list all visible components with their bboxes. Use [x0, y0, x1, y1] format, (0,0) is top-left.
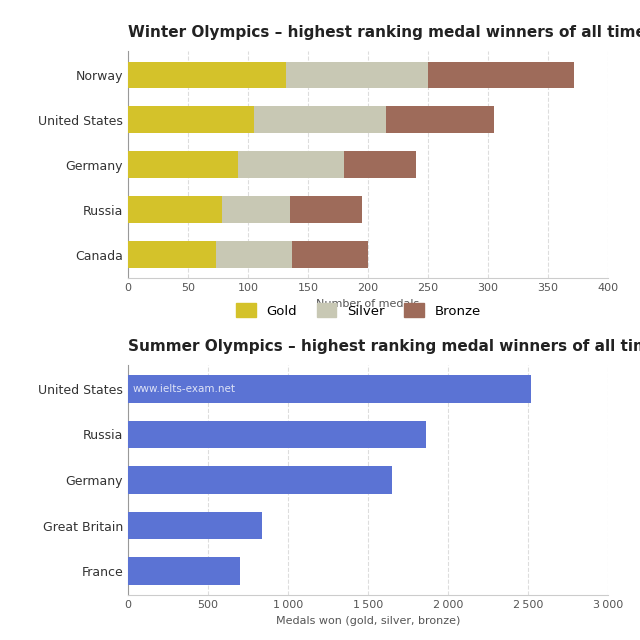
Bar: [290, 196, 362, 223]
Legend: Gold, Silver, Bronze: Gold, Silver, Bronze: [236, 303, 481, 317]
Bar: [254, 106, 386, 133]
Text: www.ielts-exam.net: www.ielts-exam.net: [134, 70, 237, 80]
Bar: [128, 557, 240, 585]
Bar: [386, 106, 494, 133]
Bar: [128, 467, 392, 493]
Bar: [128, 421, 426, 448]
Text: Summer Olympics – highest ranking medal winners of all time: Summer Olympics – highest ranking medal …: [128, 339, 640, 354]
Bar: [428, 61, 575, 88]
Bar: [287, 61, 428, 88]
X-axis label: Number of medals: Number of medals: [316, 299, 420, 309]
Bar: [128, 512, 262, 539]
X-axis label: Medals won (gold, silver, bronze): Medals won (gold, silver, bronze): [276, 616, 460, 626]
Bar: [344, 151, 416, 179]
Bar: [128, 151, 238, 179]
Bar: [128, 241, 216, 268]
Bar: [128, 61, 287, 88]
Bar: [128, 196, 221, 223]
Bar: [128, 106, 254, 133]
Bar: [292, 241, 368, 268]
Bar: [221, 196, 290, 223]
Text: www.ielts-exam.net: www.ielts-exam.net: [133, 384, 236, 394]
Text: Winter Olympics – highest ranking medal winners of all time: Winter Olympics – highest ranking medal …: [128, 26, 640, 40]
Bar: [238, 151, 344, 179]
Bar: [128, 375, 531, 403]
Bar: [216, 241, 292, 268]
